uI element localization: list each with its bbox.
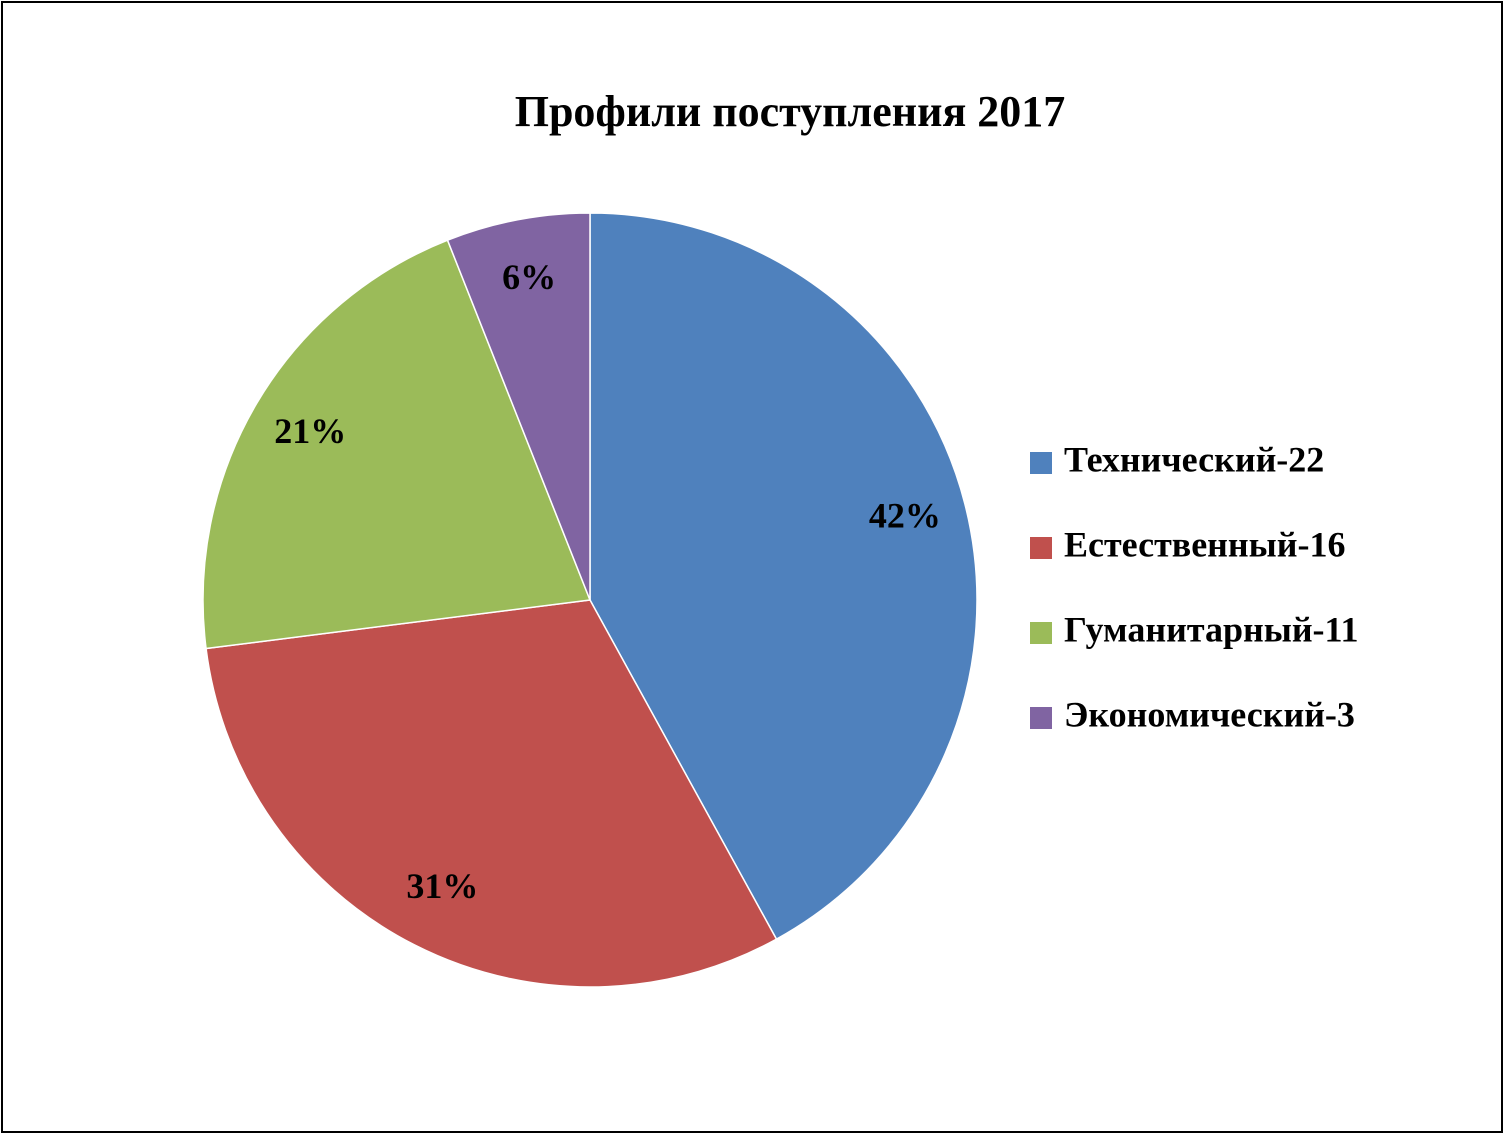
data-label: 6% xyxy=(502,257,556,297)
chart-title: Профили поступления 2017 xyxy=(515,87,1066,136)
pie-slice xyxy=(202,239,592,650)
legend-label: Технический-22 xyxy=(1064,439,1324,479)
data-label: 21% xyxy=(274,411,346,451)
legend-label: Естественный-16 xyxy=(1064,524,1346,564)
data-label: 31% xyxy=(406,866,478,906)
pie-slice xyxy=(589,212,978,941)
legend-label: Гуманитарный-11 xyxy=(1064,609,1359,649)
pie-slice xyxy=(446,212,591,601)
legend-swatch xyxy=(1030,537,1052,559)
legend-swatch xyxy=(1030,622,1052,644)
data-label: 42% xyxy=(869,495,941,535)
legend-swatch xyxy=(1030,707,1052,729)
pie-slice xyxy=(205,599,778,988)
legend-swatch xyxy=(1030,452,1052,474)
legend-label: Экономический-3 xyxy=(1064,694,1355,734)
